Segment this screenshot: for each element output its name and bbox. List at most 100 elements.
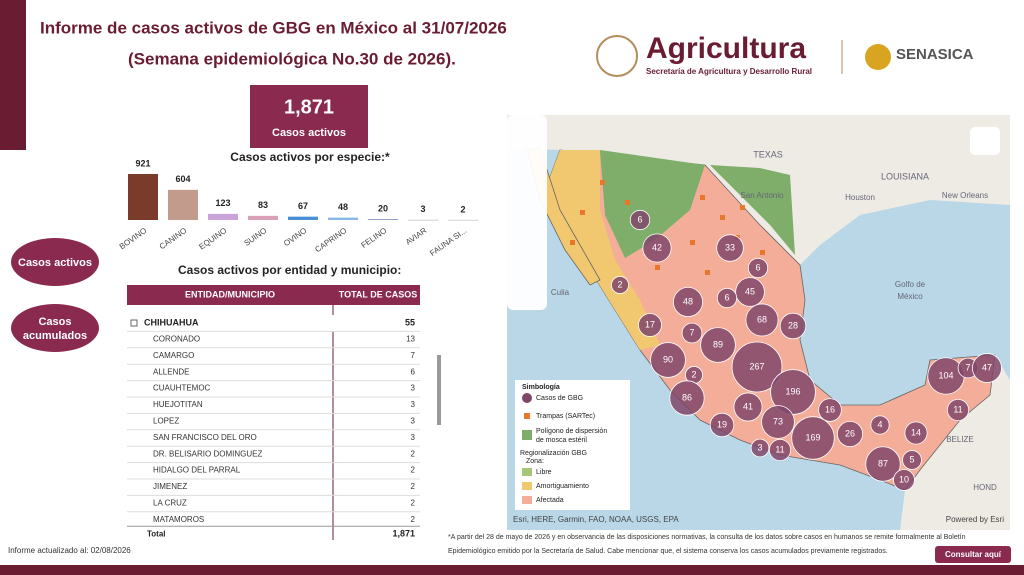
bubble-label: 267	[749, 361, 764, 371]
legend-text: Simbología	[522, 384, 560, 391]
value-label: 48	[338, 202, 348, 212]
bubble-label: 4	[877, 419, 882, 429]
kpi-value: 1,871	[284, 96, 334, 118]
row-value: 2	[411, 449, 416, 458]
value-label: 67	[298, 201, 308, 211]
bubble-label: 2	[617, 279, 622, 289]
trap	[705, 270, 710, 275]
row-name: ALLENDE	[153, 367, 189, 376]
map-toolbar[interactable]	[507, 115, 547, 310]
case-bubble	[716, 234, 744, 262]
bubble-label: 7	[965, 362, 970, 372]
place-label: Golfo de	[895, 280, 926, 289]
consult-label[interactable]: Consultar aquí	[945, 550, 1002, 559]
logo-subtitle: Secretaría de Agricultura y Desarrollo R…	[646, 67, 812, 76]
total-label: Total	[147, 529, 166, 538]
bubble-label: 11	[775, 444, 784, 454]
bar	[448, 219, 478, 221]
bubble-label: 5	[909, 454, 914, 464]
place-label: BELIZE	[946, 435, 974, 444]
powered-by: Powered by Esri	[946, 515, 1004, 524]
trap	[720, 215, 725, 220]
bar	[328, 217, 358, 220]
bubble-label: 90	[663, 354, 673, 364]
legend-text: de mosca estéril	[536, 437, 587, 444]
bubble-label: 87	[878, 458, 888, 468]
logo: Agricultura	[646, 32, 806, 65]
row-name: CAMARGO	[153, 351, 194, 360]
consult-button[interactable]	[935, 546, 1011, 563]
bar	[208, 213, 238, 220]
trap	[655, 265, 660, 270]
seal	[596, 35, 638, 77]
subtitle: (Semana epidemiológica No.30 de 2026).	[128, 49, 456, 68]
case-bubble	[750, 438, 770, 458]
button-active[interactable]	[11, 238, 99, 286]
place-label: TEXAS	[753, 149, 783, 159]
trap	[580, 210, 585, 215]
case-bubble	[747, 257, 769, 279]
legend-text: Amortiguamiento	[536, 483, 589, 490]
buffer-zone	[545, 150, 660, 350]
button-active-label[interactable]: Casos activos	[18, 257, 92, 269]
trap	[625, 200, 630, 205]
case-bubble	[791, 416, 835, 460]
row-value: 3	[411, 433, 416, 442]
case-bubble	[870, 415, 890, 435]
bubble-label: 45	[745, 286, 755, 296]
legend-text: Polígono de dispersión	[536, 428, 607, 435]
bubble-label: 2	[691, 369, 696, 379]
attribution: Esri, HERE, Garmin, FAO, NOAA, USGS, EPA	[513, 515, 679, 524]
legend-swatch	[524, 413, 530, 419]
case-bubble	[745, 303, 779, 337]
trap	[690, 240, 695, 245]
case-bubble	[731, 341, 783, 393]
legend-text: Libre	[536, 469, 552, 476]
case-bubble	[638, 313, 662, 337]
free-zone	[600, 150, 705, 258]
row-value: 2	[411, 515, 416, 524]
row-name: CORONADO	[153, 335, 200, 344]
value-label: 3	[420, 204, 425, 214]
bubble-label: 6	[724, 292, 729, 302]
bubble-label: 169	[805, 432, 820, 442]
place-label: Houston	[845, 193, 875, 202]
title: Informe de casos activos de GBG en Méxic…	[40, 18, 507, 37]
place-label: New Orleans	[942, 191, 988, 200]
case-bubble	[629, 209, 651, 231]
trap	[700, 195, 705, 200]
button-accumulated[interactable]	[11, 304, 99, 352]
button-accumulated-label[interactable]: Casos	[38, 316, 71, 328]
row-value: 6	[411, 367, 416, 376]
group-value: 55	[405, 317, 415, 327]
row-name: JIMENEZ	[153, 482, 187, 491]
bubble-label: 14	[911, 427, 921, 437]
bubble-label: 33	[725, 242, 735, 252]
value-label: 921	[135, 158, 150, 168]
bubble-label: 73	[773, 416, 783, 426]
row-name: SAN FRANCISCO DEL ORO	[153, 433, 257, 442]
map-table-button[interactable]	[970, 127, 1000, 155]
value-label: 83	[258, 200, 268, 210]
bubble-label: 89	[713, 339, 723, 349]
bar	[408, 219, 438, 221]
legend-text: Zona:	[526, 458, 544, 465]
row-name: DR. BELISARIO DOMINGUEZ	[153, 449, 262, 458]
value-label: 604	[175, 174, 190, 184]
value-label: 123	[215, 198, 230, 208]
case-bubble	[972, 353, 1002, 383]
trap	[570, 240, 575, 245]
button-accumulated-label[interactable]: acumulados	[23, 330, 87, 342]
total-value: 1,871	[392, 529, 415, 539]
row-value: 13	[406, 335, 415, 344]
case-bubble	[733, 392, 763, 422]
bubble-label: 26	[845, 428, 855, 438]
bubble-label: 196	[785, 386, 800, 396]
case-bubble	[611, 276, 629, 294]
column-header: ENTIDAD/MUNICIPIO	[185, 289, 275, 299]
updated: Informe actualizado al: 02/08/2026	[8, 546, 131, 555]
legend-swatch	[522, 430, 532, 440]
bar	[288, 216, 318, 220]
